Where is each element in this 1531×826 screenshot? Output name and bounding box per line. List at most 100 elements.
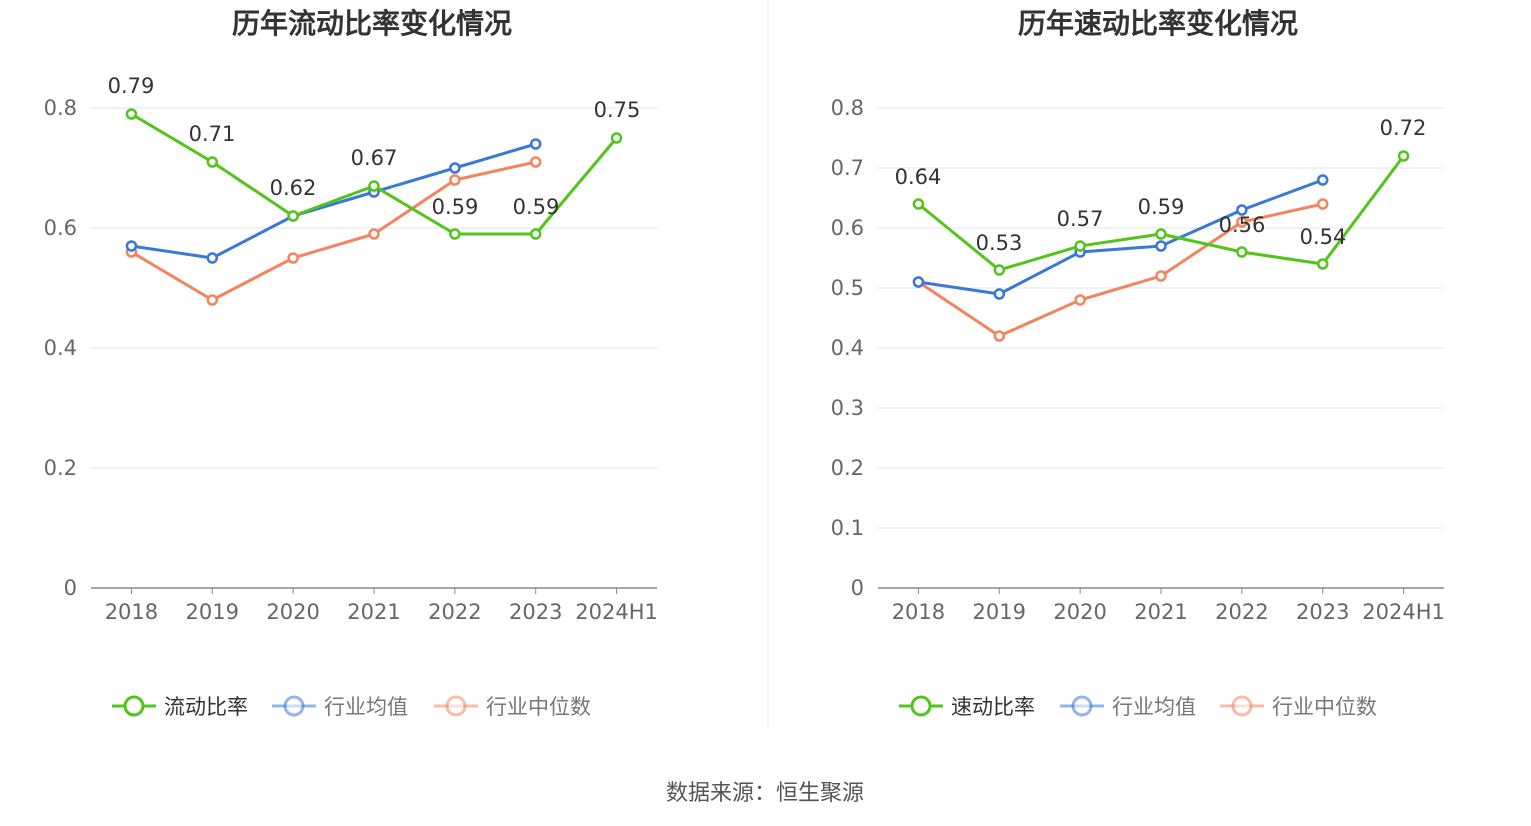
x-tick-label: 2020 [1053, 600, 1106, 624]
series-line-avg [131, 142, 537, 260]
y-tick-label: 0.3 [831, 396, 864, 420]
data-point-median[interactable] [1316, 198, 1329, 210]
x-tick-label: 2019 [186, 600, 239, 624]
legend-item-median[interactable]: 行业中位数 [1220, 695, 1377, 719]
data-point-median[interactable] [1236, 216, 1248, 228]
legend-item-avg[interactable]: 行业均值 [272, 695, 408, 719]
legend-item-company[interactable]: 流动比率 [112, 695, 248, 719]
data-point-avg[interactable] [912, 276, 925, 288]
data-point-company[interactable] [1316, 258, 1329, 270]
data-point-company[interactable] [610, 132, 623, 144]
y-tick-label: 0.1 [831, 516, 864, 540]
data-label: 0.59 [432, 195, 479, 219]
x-tick-label: 2018 [105, 600, 158, 624]
legend-swatch-marker [1071, 695, 1093, 717]
legend-swatch-marker [445, 695, 467, 717]
series-line-median [917, 202, 1324, 338]
data-label: 0.54 [1300, 225, 1347, 249]
x-tick-label: 2021 [347, 600, 400, 624]
data-point-avg[interactable] [449, 162, 461, 174]
data-point-avg[interactable] [125, 240, 138, 252]
data-point-avg[interactable] [206, 252, 219, 264]
data-label: 0.67 [351, 146, 398, 170]
data-point-median[interactable] [449, 174, 461, 186]
series-line-median [130, 160, 537, 302]
legend-label: 速动比率 [951, 695, 1035, 719]
legend-label: 行业中位数 [1272, 695, 1377, 719]
legend-label: 行业中位数 [486, 695, 591, 719]
legend-label: 行业均值 [1112, 695, 1196, 719]
data-label: 0.59 [1138, 195, 1185, 219]
y-tick-label: 0 [851, 576, 864, 600]
y-tick-label: 0.8 [831, 96, 864, 120]
y-tick-label: 0.6 [831, 216, 864, 240]
legend-label: 流动比率 [164, 695, 248, 719]
y-tick-label: 0.8 [44, 96, 77, 120]
y-tick-label: 0.2 [831, 456, 864, 480]
data-point-avg[interactable] [1155, 240, 1167, 252]
data-point-avg[interactable] [1236, 204, 1248, 216]
current-ratio-chart: 历年流动比率变化情况 0 0.2 0.4 0.6 0.8 2018 2019 2020 2021 2… [44, 7, 658, 719]
data-point-median[interactable] [1074, 294, 1086, 306]
data-point-avg[interactable] [1316, 174, 1329, 186]
quick-ratio-chart: 历年速动比率变化情况 0 0.1 0.2 0.3 0.4 0.5 0.6 0.7 0.8 2018 2… [831, 7, 1445, 719]
x-tick-label: 2023 [509, 600, 562, 624]
data-point-company[interactable] [368, 180, 380, 192]
y-tick-label: 0.2 [44, 456, 77, 480]
data-point-median[interactable] [1155, 270, 1167, 282]
source-note: 数据来源：恒生聚源 [666, 781, 864, 806]
legend-swatch-marker [910, 695, 932, 717]
legend-item-median[interactable]: 行业中位数 [434, 695, 591, 719]
data-point-avg[interactable] [529, 138, 542, 150]
data-label: 0.62 [270, 176, 317, 200]
x-tick-label: 2019 [973, 600, 1026, 624]
series-line-avg [918, 178, 1324, 296]
y-tick-label: 0 [64, 576, 77, 600]
data-point-company[interactable] [529, 228, 542, 240]
legend-swatch-marker [1231, 695, 1253, 717]
chart-title: 历年流动比率变化情况 [232, 7, 512, 40]
y-tick-label: 0.5 [831, 276, 864, 300]
legend-swatch-marker [123, 695, 145, 717]
data-label: 0.79 [108, 74, 155, 98]
data-label: 0.59 [513, 195, 560, 219]
data-label: 0.64 [895, 165, 942, 189]
data-point-avg[interactable] [993, 288, 1006, 300]
data-point-company[interactable] [125, 108, 138, 120]
chart-title: 历年速动比率变化情况 [1018, 7, 1298, 40]
data-label: 0.72 [1380, 116, 1427, 140]
data-point-median[interactable] [993, 330, 1006, 342]
x-tick-label: 2018 [892, 600, 945, 624]
data-point-company[interactable] [287, 210, 299, 222]
data-label: 0.53 [976, 231, 1023, 255]
x-tick-label: 2024H1 [1362, 600, 1445, 624]
data-label: 0.57 [1057, 207, 1104, 231]
data-point-company[interactable] [1155, 228, 1167, 240]
data-point-company[interactable] [1236, 246, 1248, 258]
data-point-company[interactable] [912, 198, 925, 210]
x-tick-label: 2023 [1296, 600, 1349, 624]
data-point-median[interactable] [368, 228, 380, 240]
legend-item-avg[interactable]: 行业均值 [1060, 695, 1196, 719]
y-tick-label: 0.4 [44, 336, 77, 360]
data-label: 0.75 [594, 98, 641, 122]
data-point-company[interactable] [449, 228, 461, 240]
x-tick-label: 2020 [266, 600, 319, 624]
data-point-median[interactable] [529, 156, 542, 168]
legend-item-company[interactable]: 速动比率 [899, 695, 1035, 719]
x-tick-label: 2022 [428, 600, 481, 624]
y-tick-label: 0.7 [831, 156, 864, 180]
data-point-median[interactable] [206, 294, 219, 306]
data-point-company[interactable] [206, 156, 219, 168]
x-tick-label: 2022 [1215, 600, 1268, 624]
data-point-company[interactable] [1397, 150, 1410, 162]
legend-swatch-marker [283, 695, 305, 717]
y-tick-label: 0.6 [44, 216, 77, 240]
data-point-median[interactable] [287, 252, 299, 264]
data-label: 0.56 [1219, 213, 1266, 237]
data-point-company[interactable] [1074, 240, 1086, 252]
data-point-company[interactable] [993, 264, 1006, 276]
data-label: 0.71 [189, 122, 236, 146]
x-tick-label: 2021 [1134, 600, 1187, 624]
